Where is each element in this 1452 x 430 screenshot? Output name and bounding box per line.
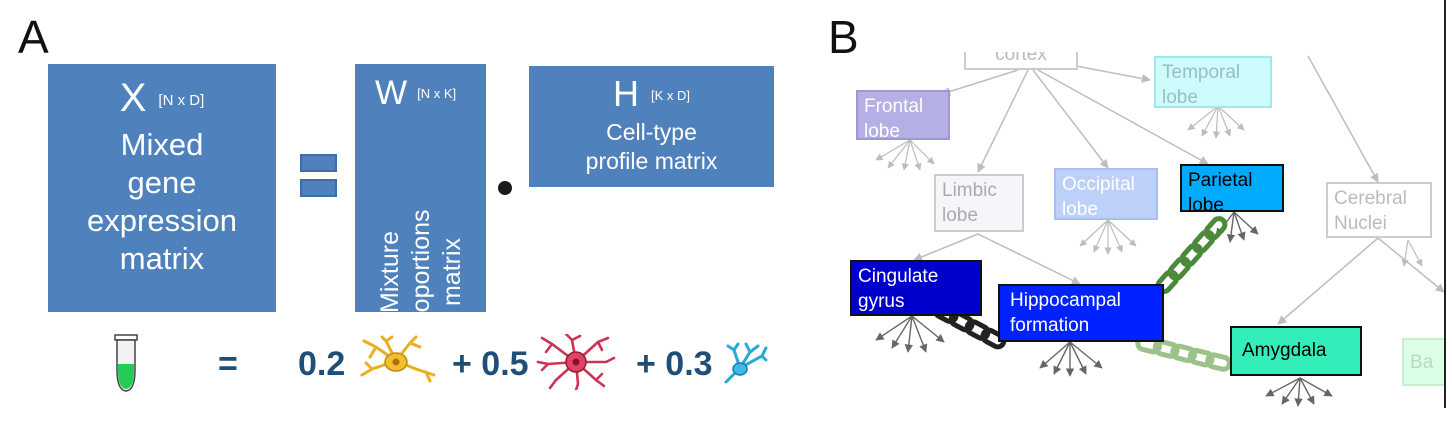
hierarchy-edges <box>875 55 1444 407</box>
node-label-line: Occipital <box>1062 174 1135 195</box>
equation-term: + 0.3 <box>636 345 713 383</box>
panel-b-right-border <box>1444 0 1446 408</box>
node-amygdala: Amygdala <box>1230 326 1362 376</box>
node-ba-partial: Ba <box>1402 338 1444 386</box>
node-cortex-label: cortex <box>995 52 1047 65</box>
brain-hierarchy-diagram: cortex Temporal lobe Frontal lobe Limbic… <box>848 52 1444 408</box>
node-label-line: lobe <box>1062 199 1098 220</box>
x-desc-line: matrix <box>119 241 205 276</box>
w-matrix-box: W [N x K] Mixture proportions matrix <box>355 64 486 335</box>
node-temporal-lobe: Temporal lobe <box>1154 56 1272 108</box>
node-parietal-lobe: Parietal lobe <box>1180 164 1284 216</box>
h-matrix-heading: H [K x D] <box>613 76 690 112</box>
node-cerebral-nuclei: Cerebral Nuclei <box>1326 182 1432 238</box>
node-amygdala-label: Amygdala <box>1242 340 1327 361</box>
test-tube-icon <box>114 334 138 392</box>
equals-bar-bottom <box>300 179 337 197</box>
w-matrix-heading: W [N x K] <box>375 76 456 110</box>
node-label-line: lobe <box>942 205 978 226</box>
node-label-line: formation <box>1010 315 1090 336</box>
node-hippocampal-formation: Hippocampal formation <box>998 284 1164 342</box>
node-label-line: Frontal <box>864 96 924 117</box>
equation-term: 0.2 <box>298 345 346 383</box>
w-dims: [N x K] <box>417 86 457 101</box>
node-limbic-lobe: Limbic lobe <box>934 174 1024 232</box>
microglia-icon <box>724 342 768 384</box>
node-label-line: Parietal <box>1188 170 1253 191</box>
w-desc-line: matrix <box>437 237 466 307</box>
node-label-line: lobe <box>1188 195 1224 216</box>
node-label-line: lobe <box>1162 87 1198 108</box>
x-desc-line: gene <box>127 165 197 200</box>
node-cingulate-gyrus: Cingulate gyrus <box>850 260 982 316</box>
x-symbol: X <box>119 76 147 120</box>
h-symbol: H <box>612 73 639 114</box>
node-label-line: Temporal <box>1162 62 1241 83</box>
node-label-line: Limbic <box>942 180 997 201</box>
panel-b-label: B <box>828 11 859 63</box>
h-description: Cell-type profile matrix <box>586 118 718 176</box>
astrocyte-icon <box>536 334 616 390</box>
w-symbol: W <box>375 74 408 112</box>
w-description: Mixture proportions matrix <box>366 187 476 357</box>
x-description: Mixed gene expression matrix <box>87 126 237 278</box>
x-desc-line: expression <box>87 203 237 238</box>
panel-a-label: A <box>18 11 49 63</box>
node-frontal-lobe: Frontal lobe <box>856 90 950 142</box>
node-label-line: Cerebral <box>1334 188 1407 209</box>
equals-bar-top <box>300 154 337 172</box>
w-desc-line: Mixture <box>375 231 404 313</box>
equation-term: + 0.5 <box>452 345 529 383</box>
w-desc-line: proportions <box>406 209 435 335</box>
node-label-line: lobe <box>864 121 900 142</box>
h-desc-line: profile matrix <box>585 148 718 174</box>
x-matrix-heading: X [N x D] <box>120 78 205 118</box>
h-dims: [K x D] <box>650 88 690 103</box>
dot-operator <box>498 181 512 195</box>
x-desc-line: Mixed <box>120 127 204 162</box>
node-label-line: gyrus <box>858 291 905 312</box>
h-matrix-box: H [K x D] Cell-type profile matrix <box>529 66 774 187</box>
neuron-icon <box>360 335 436 383</box>
equation-equals: = <box>218 345 238 383</box>
node-ba-label: Ba <box>1410 352 1434 373</box>
node-label-line: Nuclei <box>1334 213 1387 234</box>
node-occipital-lobe: Occipital lobe <box>1054 168 1158 220</box>
node-cortex: cortex <box>964 52 1078 70</box>
node-label-line: Hippocampal <box>1010 290 1121 311</box>
node-label-line: Cingulate <box>858 266 939 287</box>
x-dims: [N x D] <box>158 92 205 109</box>
h-desc-line: Cell-type <box>606 119 697 145</box>
x-matrix-box: X [N x D] Mixed gene expression matrix <box>48 64 276 312</box>
